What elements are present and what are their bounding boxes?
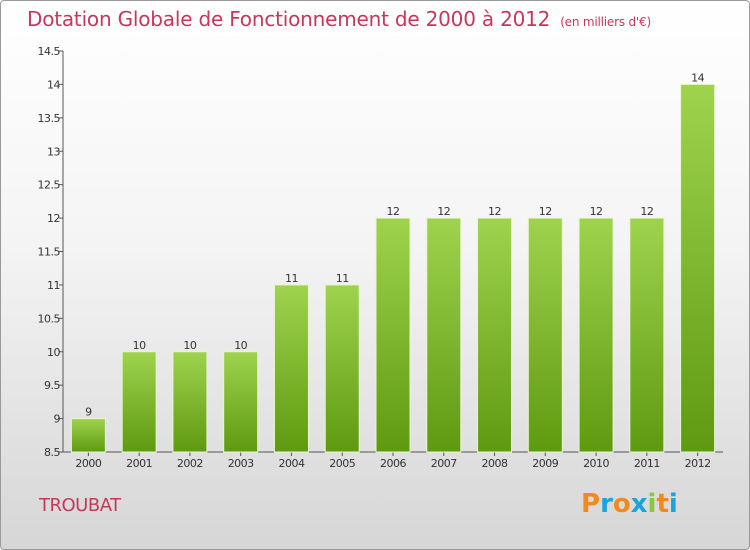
y-tick-label: 11 [47, 279, 60, 292]
bar [121, 351, 157, 453]
x-tick-label: 2002 [177, 457, 203, 470]
chart-subtitle: (en milliers d'€) [560, 15, 651, 29]
bar [70, 418, 106, 453]
bar [527, 217, 563, 453]
proxiti-logo: Proxiti [581, 489, 678, 519]
chart-title-text: Dotation Globale de Fonctionnement de 20… [27, 7, 551, 31]
logo-letter: t [656, 489, 669, 519]
y-tick-label: 10.5 [38, 312, 61, 325]
bar [578, 217, 614, 453]
x-tick-label: 2009 [532, 457, 558, 470]
chart-title: Dotation Globale de Fonctionnement de 20… [27, 7, 651, 31]
bar [172, 351, 208, 453]
bar-value-label: 9 [85, 406, 92, 419]
y-tick-label: 14.5 [38, 45, 61, 58]
bar [426, 217, 462, 453]
y-tick-label: 12 [47, 212, 60, 225]
commune-name: TROUBAT [39, 495, 121, 516]
x-tick-label: 2001 [126, 457, 152, 470]
y-tick-label: 9.5 [44, 379, 60, 392]
x-tick-label: 2000 [75, 457, 101, 470]
bar [629, 217, 665, 453]
logo-letter: o [612, 489, 631, 519]
x-tick-label: 2006 [380, 457, 406, 470]
y-tick-label: 10 [47, 346, 60, 359]
x-tick-label: 2007 [431, 457, 457, 470]
bar [680, 83, 716, 453]
x-tick-label: 2010 [583, 457, 609, 470]
bar [324, 284, 360, 453]
bar-value-label: 12 [387, 205, 400, 218]
logo-letter: P [581, 489, 601, 519]
bar [273, 284, 309, 453]
bar-value-label: 12 [488, 205, 501, 218]
bar-value-label: 10 [183, 339, 196, 352]
x-tick-label: 2011 [634, 457, 660, 470]
axes: 8.5 9 9.5 10 10.5 11 11.5 12 12.5 13 13.5 14 14.5 200… [38, 45, 723, 470]
bar-value-label: 12 [590, 205, 603, 218]
y-tick-label: 14 [47, 78, 60, 91]
bar [477, 217, 513, 453]
bar [223, 351, 259, 453]
y-tick-label: 13 [47, 145, 60, 158]
y-tick-label: 9 [54, 413, 61, 426]
logo-letter: r [600, 489, 613, 519]
bar-value-label: 12 [539, 205, 552, 218]
y-tick-label: 11.5 [38, 246, 61, 259]
x-tick-label: 2005 [329, 457, 355, 470]
y-tick-label: 13.5 [38, 112, 61, 125]
logo-letter: i [668, 489, 678, 519]
bar-value-label: 10 [234, 339, 247, 352]
y-tick-label: 12.5 [38, 179, 61, 192]
bar-value-label: 12 [437, 205, 450, 218]
x-tick-label: 2004 [278, 457, 304, 470]
bar [375, 217, 411, 453]
bars: 9 10 10 10 11 11 12 12 12 12 12 12 14 [70, 71, 716, 453]
logo-letter: i [647, 489, 657, 519]
bar-value-label: 14 [691, 71, 704, 84]
bar-value-label: 11 [336, 272, 349, 285]
x-tick-label: 2003 [228, 457, 254, 470]
logo-letter: x [630, 489, 648, 519]
bar-value-label: 10 [133, 339, 146, 352]
bar-value-label: 11 [285, 272, 298, 285]
x-tick-label: 2008 [482, 457, 508, 470]
x-tick-label: 2012 [685, 457, 711, 470]
y-tick-label: 8.5 [44, 446, 60, 459]
bar-value-label: 12 [640, 205, 653, 218]
